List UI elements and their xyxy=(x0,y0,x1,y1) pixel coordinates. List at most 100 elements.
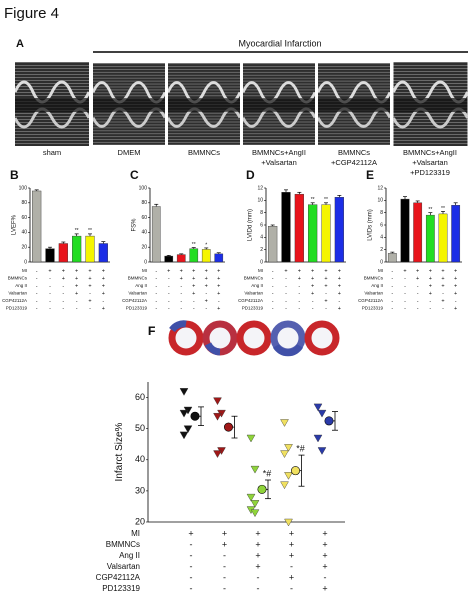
condition-mark: - xyxy=(272,291,274,297)
condition-label: CGP42112A xyxy=(2,298,27,303)
condition-mark: + xyxy=(441,298,444,304)
condition-mark: + xyxy=(311,268,314,274)
condition-mark: - xyxy=(155,306,157,312)
condition-mark: - xyxy=(272,276,274,282)
condition-mark: - xyxy=(62,291,64,297)
condition-mark: + xyxy=(311,291,314,297)
condition-label: Valsartan xyxy=(107,562,140,571)
heart-slice xyxy=(304,320,340,356)
condition-mark: + xyxy=(48,268,51,274)
condition-mark: + xyxy=(217,306,220,312)
condition-mark: + xyxy=(454,268,457,274)
condition-mark: + xyxy=(338,291,341,297)
bar xyxy=(281,192,291,263)
condition-mark: - xyxy=(272,268,274,274)
condition-mark: - xyxy=(272,283,274,289)
y-tick-label: 20 xyxy=(135,516,145,526)
condition-mark: - xyxy=(442,291,444,297)
significance-label: *# xyxy=(263,468,272,478)
condition-label: MI xyxy=(378,268,383,273)
condition-mark: - xyxy=(404,298,406,304)
y-axis-label: Infarct Size% xyxy=(114,422,125,481)
condition-mark: + xyxy=(289,539,294,549)
condition-mark: + xyxy=(298,268,301,274)
bar xyxy=(400,198,410,263)
condition-label: Valsartan xyxy=(8,291,27,296)
y-tick-label: 60 xyxy=(21,215,27,221)
data-point xyxy=(317,409,327,418)
bar xyxy=(72,235,82,263)
condition-label: MI xyxy=(258,268,263,273)
condition-mark: + xyxy=(192,268,195,274)
condition-mark: - xyxy=(36,276,38,282)
condition-mark: + xyxy=(324,283,327,289)
condition-mark: + xyxy=(88,298,91,304)
condition-label: Valsartan xyxy=(244,291,263,296)
condition-mark: - xyxy=(168,306,170,312)
condition-label: PD123319 xyxy=(102,584,140,592)
y-tick-label: 40 xyxy=(141,230,147,236)
y-tick-label: 40 xyxy=(135,454,145,464)
condition-mark: + xyxy=(255,550,260,560)
bar xyxy=(45,248,55,263)
image-label: sham xyxy=(43,148,61,157)
condition-mark: - xyxy=(190,550,193,560)
group-mean xyxy=(324,416,334,426)
condition-mark: + xyxy=(403,268,406,274)
condition-mark: - xyxy=(391,298,393,304)
panel-label: A xyxy=(16,38,24,50)
condition-mark: + xyxy=(324,298,327,304)
condition-mark: + xyxy=(284,268,287,274)
condition-mark: - xyxy=(62,306,64,312)
image-label: +Valsartan xyxy=(261,158,297,167)
condition-label: BMMNCs xyxy=(106,540,140,549)
bar xyxy=(451,205,461,263)
condition-mark: + xyxy=(311,276,314,282)
condition-mark: - xyxy=(180,306,182,312)
heart-stain xyxy=(169,320,303,357)
condition-mark: + xyxy=(222,539,227,549)
condition-mark: - xyxy=(168,291,170,297)
significance-label: ** xyxy=(192,242,196,248)
condition-label: MI xyxy=(22,268,27,273)
condition-mark: + xyxy=(454,283,457,289)
bar xyxy=(189,248,199,263)
condition-mark: - xyxy=(190,572,193,582)
condition-mark: + xyxy=(454,291,457,297)
condition-mark: + xyxy=(441,283,444,289)
condition-mark: + xyxy=(205,283,208,289)
group-header: Myocardial Infarction xyxy=(238,38,321,48)
condition-label: BMMNCs xyxy=(128,276,148,281)
data-point xyxy=(280,481,289,490)
bar xyxy=(294,193,304,263)
condition-mark: + xyxy=(324,276,327,282)
y-tick-label: 12 xyxy=(257,185,263,191)
condition-mark: - xyxy=(298,298,300,304)
y-tick-label: 0 xyxy=(24,259,27,265)
data-point xyxy=(213,397,222,406)
bar xyxy=(334,197,344,263)
y-axis-label: LVIDd (mm) xyxy=(248,209,254,241)
group-mean xyxy=(257,484,267,494)
data-point xyxy=(213,413,222,421)
data-point xyxy=(183,425,193,434)
data-point xyxy=(246,434,256,443)
condition-mark: - xyxy=(272,298,274,304)
condition-label: Ang II xyxy=(251,283,263,288)
condition-mark: + xyxy=(324,268,327,274)
condition-mark: - xyxy=(76,306,78,312)
condition-mark: - xyxy=(205,306,207,312)
condition-mark: + xyxy=(102,268,105,274)
condition-label: MI xyxy=(131,529,140,538)
condition-mark: + xyxy=(102,283,105,289)
condition-mark: - xyxy=(417,291,419,297)
echo-image xyxy=(393,62,468,146)
condition-mark: - xyxy=(285,291,287,297)
condition-mark: - xyxy=(168,298,170,304)
condition-mark: + xyxy=(75,268,78,274)
bar xyxy=(98,243,108,263)
condition-mark: + xyxy=(416,276,419,282)
condition-mark: - xyxy=(89,291,91,297)
image-label: BMMNCs xyxy=(188,148,220,157)
significance-label: ** xyxy=(324,197,328,203)
